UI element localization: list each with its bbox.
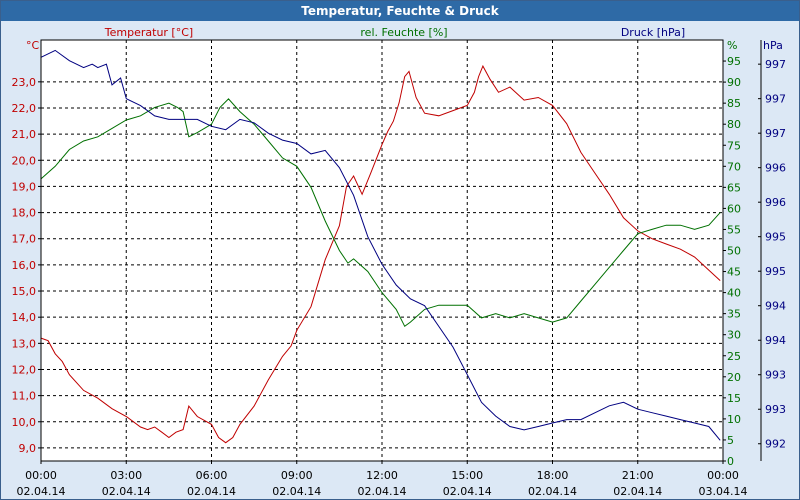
humidity-tick-label: 60 (727, 202, 741, 215)
plot-frame (40, 39, 724, 462)
pressure-tick-label: 993 (765, 369, 786, 382)
x-tick-date: 02.04.14 (272, 485, 321, 498)
temperature-tick-label: 22,0 (12, 102, 37, 115)
temperature-axis-title: Temperatur [°C] (104, 26, 193, 39)
humidity-tick-label: 70 (727, 160, 741, 173)
humidity-tick-label: 95 (727, 55, 741, 68)
humidity-tick-label: 25 (727, 350, 741, 363)
pressure-tick-label: 993 (765, 403, 786, 416)
x-tick-time: 06:00 (196, 469, 228, 482)
x-tick-time: 15:00 (451, 469, 483, 482)
pressure-tick-label: 997 (765, 58, 786, 71)
humidity-tick-label: 90 (727, 76, 741, 89)
pressure-axis-title: Druck [hPa] (621, 26, 685, 39)
pressure-tick-label: 994 (765, 334, 786, 347)
pressure-tick-label: 997 (765, 127, 786, 140)
temperature-tick-label: 21,0 (12, 128, 37, 141)
pressure-unit: hPa (763, 39, 783, 52)
x-tick-time: 03:00 (110, 469, 142, 482)
pressure-tick-label: 997 (765, 93, 786, 106)
humidity-tick-label: 10 (727, 413, 741, 426)
humidity-tick-label: 0 (727, 455, 734, 468)
temperature-tick-label: 18,0 (12, 207, 37, 220)
x-tick-date: 02.04.14 (17, 485, 66, 498)
x-tick-time: 21:00 (622, 469, 654, 482)
x-tick-date: 03.04.14 (699, 485, 748, 498)
x-tick-date: 02.04.14 (443, 485, 492, 498)
chart-canvas: 9,0 10,0 11,0 12,0 13,0 14,0 15,0 16,0 17,0 18,0 1… (12, 26, 787, 498)
humidity-tick-label: 30 (727, 329, 741, 342)
temperature-tick-label: 17,0 (12, 233, 37, 246)
humidity-tick-label: 20 (727, 371, 741, 384)
humidity-axis-title: rel. Feuchte [%] (360, 26, 447, 39)
temperature-tick-label: 11,0 (12, 390, 37, 403)
x-tick-date: 02.04.14 (102, 485, 151, 498)
temperature-tick-label: 23,0 (12, 76, 37, 89)
x-tick-time: 12:00 (366, 469, 398, 482)
humidity-tick-label: 75 (727, 139, 741, 152)
temperature-tick-label: 15,0 (12, 285, 37, 298)
temperature-tick-label: 12,0 (12, 363, 37, 376)
temperature-tick-label: 9,0 (19, 442, 37, 455)
temperature-tick-label: 13,0 (12, 337, 37, 350)
humidity-tick-label: 80 (727, 118, 741, 131)
pressure-tick-label: 995 (765, 231, 786, 244)
temperature-tick-label: 19,0 (12, 180, 37, 193)
humidity-tick-label: 50 (727, 245, 741, 258)
humidity-tick-label: 40 (727, 287, 741, 300)
x-tick-time: 09:00 (281, 469, 313, 482)
humidity-tick-label: 65 (727, 181, 741, 194)
pressure-tick-label: 995 (765, 265, 786, 278)
temperature-unit: °C (26, 39, 40, 52)
pressure-tick-label: 996 (765, 162, 786, 175)
humidity-tick-label: 85 (727, 97, 741, 110)
x-tick-date: 02.04.14 (358, 485, 407, 498)
x-tick-date: 02.04.14 (528, 485, 577, 498)
x-tick-time: 00:00 (25, 469, 57, 482)
temperature-tick-label: 20,0 (12, 154, 37, 167)
pressure-series-line (40, 49, 721, 441)
humidity-series-line (40, 98, 721, 328)
humidity-tick-label: 45 (727, 266, 741, 279)
x-tick-date: 02.04.14 (187, 485, 236, 498)
x-tick-time: 00:00 (707, 469, 739, 482)
humidity-tick-label: 15 (727, 392, 741, 405)
temperature-series-line (40, 64, 721, 444)
humidity-tick-label: 5 (727, 434, 734, 447)
humidity-unit: % (727, 39, 737, 52)
temperature-tick-label: 16,0 (12, 259, 37, 272)
humidity-tick-label: 35 (727, 308, 741, 321)
x-tick-time: 18:00 (537, 469, 569, 482)
temperature-tick-label: 10,0 (12, 416, 37, 429)
temperature-tick-label: 14,0 (12, 311, 37, 324)
window-title: Temperatur, Feuchte & Druck (1, 1, 799, 21)
humidity-tick-label: 55 (727, 223, 741, 236)
pressure-tick-label: 992 (765, 438, 786, 451)
pressure-tick-label: 996 (765, 196, 786, 209)
pressure-tick-label: 994 (765, 300, 786, 313)
x-tick-date: 02.04.14 (613, 485, 662, 498)
